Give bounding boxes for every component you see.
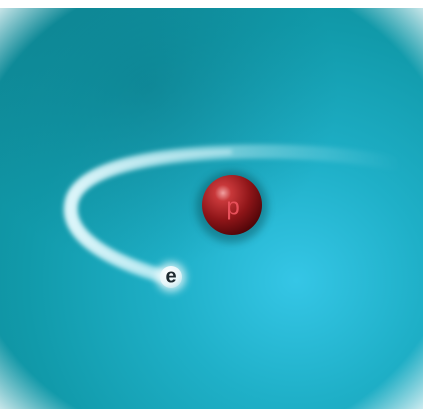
electron-orbit-core xyxy=(68,150,232,280)
proton xyxy=(202,175,262,235)
electron xyxy=(160,266,182,288)
proton-label: p xyxy=(226,193,239,220)
electron-label: e xyxy=(165,265,176,287)
